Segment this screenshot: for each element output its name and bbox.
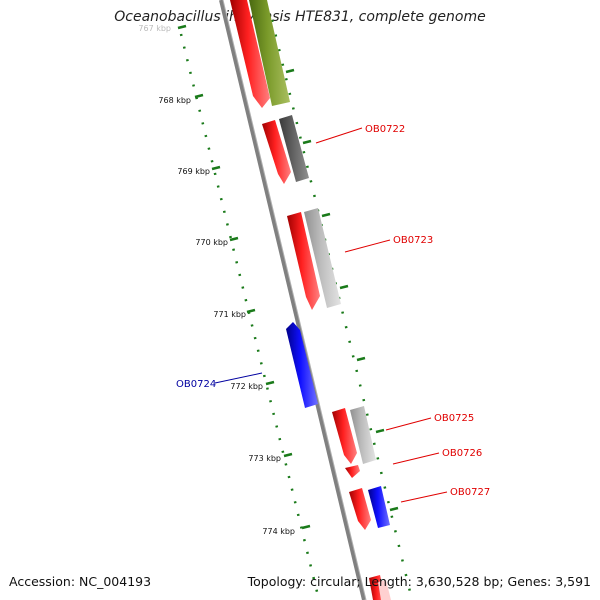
outer-tick [339, 284, 349, 290]
kbp-label: 768 kbp [158, 96, 191, 105]
genome-summary-text: Topology: circular; Length: 3,630,528 bp… [247, 574, 591, 589]
cds-forward-block [230, 0, 270, 108]
kbp-label: 767 kbp [138, 24, 171, 33]
tick-771 [246, 308, 256, 314]
outer-tick [375, 428, 385, 434]
cds-ob0727-reverse [368, 486, 390, 528]
tick-769 [211, 165, 221, 171]
leader-ob0722 [315, 127, 363, 144]
cds-ob0726 [345, 465, 360, 478]
tick-767 [177, 24, 187, 30]
outer-track-ticks [285, 68, 399, 512]
tick-770 [229, 236, 239, 242]
blast-hit-ob0722 [279, 115, 309, 182]
leader-ob0723 [344, 239, 391, 253]
map-title: Oceanobacillus iheyensis HTE831, complet… [114, 9, 486, 25]
backbone-highlight [222, 0, 367, 600]
gene-label-ob0723[interactable]: OB0723 [393, 235, 433, 246]
kbp-label: 770 kbp [195, 238, 228, 247]
backbone-line [219, 0, 366, 600]
tick-774 [301, 524, 311, 530]
gc-content-block [249, 0, 290, 106]
gene-label-ob0722[interactable]: OB0722 [365, 124, 405, 135]
tick-772 [265, 380, 275, 386]
leader-ob0726 [392, 452, 440, 465]
gene-label-ob0726[interactable]: OB0726 [442, 448, 482, 459]
tick-773 [283, 452, 293, 458]
cds-ob0724 [286, 322, 318, 408]
gene-label-ob0725[interactable]: OB0725 [434, 413, 474, 424]
kbp-label: 771 kbp [213, 310, 246, 319]
blast-hit-ob0723 [304, 208, 341, 308]
outer-tick [302, 139, 312, 145]
kbp-label: 773 kbp [248, 454, 281, 463]
accession-text: Accession: NC_004193 [9, 574, 152, 589]
kbp-label: 774 kbp [262, 527, 295, 536]
blast-hit-block [378, 580, 391, 600]
cds-ob0725 [332, 408, 357, 464]
blast-hit-ob0725 [350, 406, 376, 464]
outer-tick [356, 356, 366, 362]
leader-ob0724 [214, 372, 263, 384]
outer-tick [285, 68, 295, 74]
gene-label-ob0727[interactable]: OB0727 [450, 487, 490, 498]
cds-ob0723 [287, 212, 320, 310]
outer-tick [321, 212, 331, 218]
outer-tick [389, 506, 399, 512]
kbp-label: 772 kbp [230, 382, 263, 391]
kbp-label: 769 kbp [177, 167, 210, 176]
gene-label-ob0724[interactable]: OB0724 [176, 379, 216, 390]
tick-768 [194, 93, 204, 99]
cds-ob0722 [262, 120, 291, 184]
cds-ob0727 [349, 488, 371, 530]
leader-ob0725 [385, 417, 432, 431]
kbp-major-ticks [177, 24, 311, 530]
leader-ob0727 [400, 491, 448, 503]
